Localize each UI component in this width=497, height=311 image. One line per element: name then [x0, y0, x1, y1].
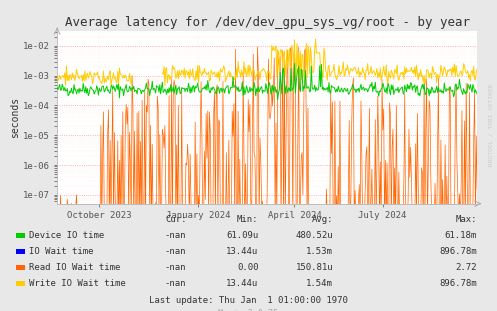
Text: 896.78m: 896.78m [439, 247, 477, 256]
Text: Write IO Wait time: Write IO Wait time [29, 280, 126, 288]
Text: -nan: -nan [165, 263, 186, 272]
Text: 0.00: 0.00 [237, 263, 258, 272]
Text: 61.18m: 61.18m [445, 231, 477, 240]
Title: Average latency for /dev/dev_gpu_sys_vg/root - by year: Average latency for /dev/dev_gpu_sys_vg/… [65, 16, 470, 29]
Y-axis label: seconds: seconds [10, 97, 20, 138]
Text: -nan: -nan [165, 280, 186, 288]
Text: 480.52u: 480.52u [295, 231, 333, 240]
Text: -nan: -nan [165, 231, 186, 240]
Text: RRDTOOL / TOBI OETIKER: RRDTOOL / TOBI OETIKER [489, 83, 494, 166]
Text: 1.54m: 1.54m [306, 280, 333, 288]
Text: IO Wait time: IO Wait time [29, 247, 93, 256]
Text: Cur:: Cur: [165, 215, 186, 224]
Text: 13.44u: 13.44u [226, 280, 258, 288]
Text: -nan: -nan [165, 247, 186, 256]
Text: Last update: Thu Jan  1 01:00:00 1970: Last update: Thu Jan 1 01:00:00 1970 [149, 296, 348, 304]
Text: Avg:: Avg: [312, 215, 333, 224]
Text: Device IO time: Device IO time [29, 231, 104, 240]
Text: Munin 2.0.75: Munin 2.0.75 [219, 309, 278, 311]
Text: Min:: Min: [237, 215, 258, 224]
Text: 13.44u: 13.44u [226, 247, 258, 256]
Text: Read IO Wait time: Read IO Wait time [29, 263, 120, 272]
Text: 150.81u: 150.81u [295, 263, 333, 272]
Text: Max:: Max: [456, 215, 477, 224]
Text: 2.72: 2.72 [456, 263, 477, 272]
Text: 896.78m: 896.78m [439, 280, 477, 288]
Text: 61.09u: 61.09u [226, 231, 258, 240]
Text: 1.53m: 1.53m [306, 247, 333, 256]
